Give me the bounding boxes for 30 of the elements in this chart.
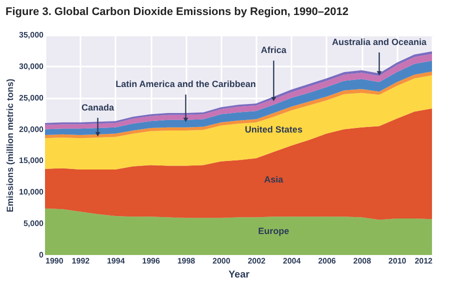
x-axis-title: Year — [228, 270, 250, 280]
text: Latin America and the Caribbean — [116, 79, 256, 90]
x-tick-label: 2010 — [388, 256, 407, 266]
x-tick-label: 2006 — [318, 256, 336, 266]
x-tick-label: 1998 — [177, 256, 196, 266]
series-label: Europe — [258, 226, 290, 236]
y-tick-label: 25,000 — [19, 93, 44, 102]
y-tick-label: 15,000 — [19, 156, 44, 166]
x-tick-label: 2002 — [248, 256, 266, 266]
x-tick-label: 1992 — [72, 256, 90, 266]
x-tick-label: 2000 — [212, 256, 231, 266]
series-label: Australia and Oceania — [332, 36, 428, 47]
y-tick-label: 0 — [39, 250, 44, 260]
y-tick-label: 20,000 — [19, 124, 44, 134]
x-tick-label: 1994 — [106, 256, 126, 266]
y-tick-label: 10,000 — [19, 188, 44, 197]
x-tick-label: 1990 — [46, 256, 64, 266]
series-label: Asia — [264, 174, 284, 184]
x-tick-label: 2004 — [282, 256, 302, 266]
text: Africa — [260, 45, 288, 56]
chart-title: Figure 3. Global Carbon Dioxide Emissions by Region, 1990–2012 — [6, 6, 348, 18]
y-tick-label: 5,000 — [23, 219, 44, 228]
x-tick-label: 2008 — [353, 256, 372, 266]
y-axis-title: Emissions (million metric tons) — [5, 78, 16, 212]
y-tick-label: 30,000 — [19, 62, 44, 71]
y-tick-label: 35,000 — [19, 30, 44, 40]
text: Canada — [82, 102, 116, 112]
series-label: United States — [244, 124, 302, 134]
x-tick-label: 2012 — [414, 256, 434, 266]
x-tick-label: 1996 — [142, 256, 160, 266]
